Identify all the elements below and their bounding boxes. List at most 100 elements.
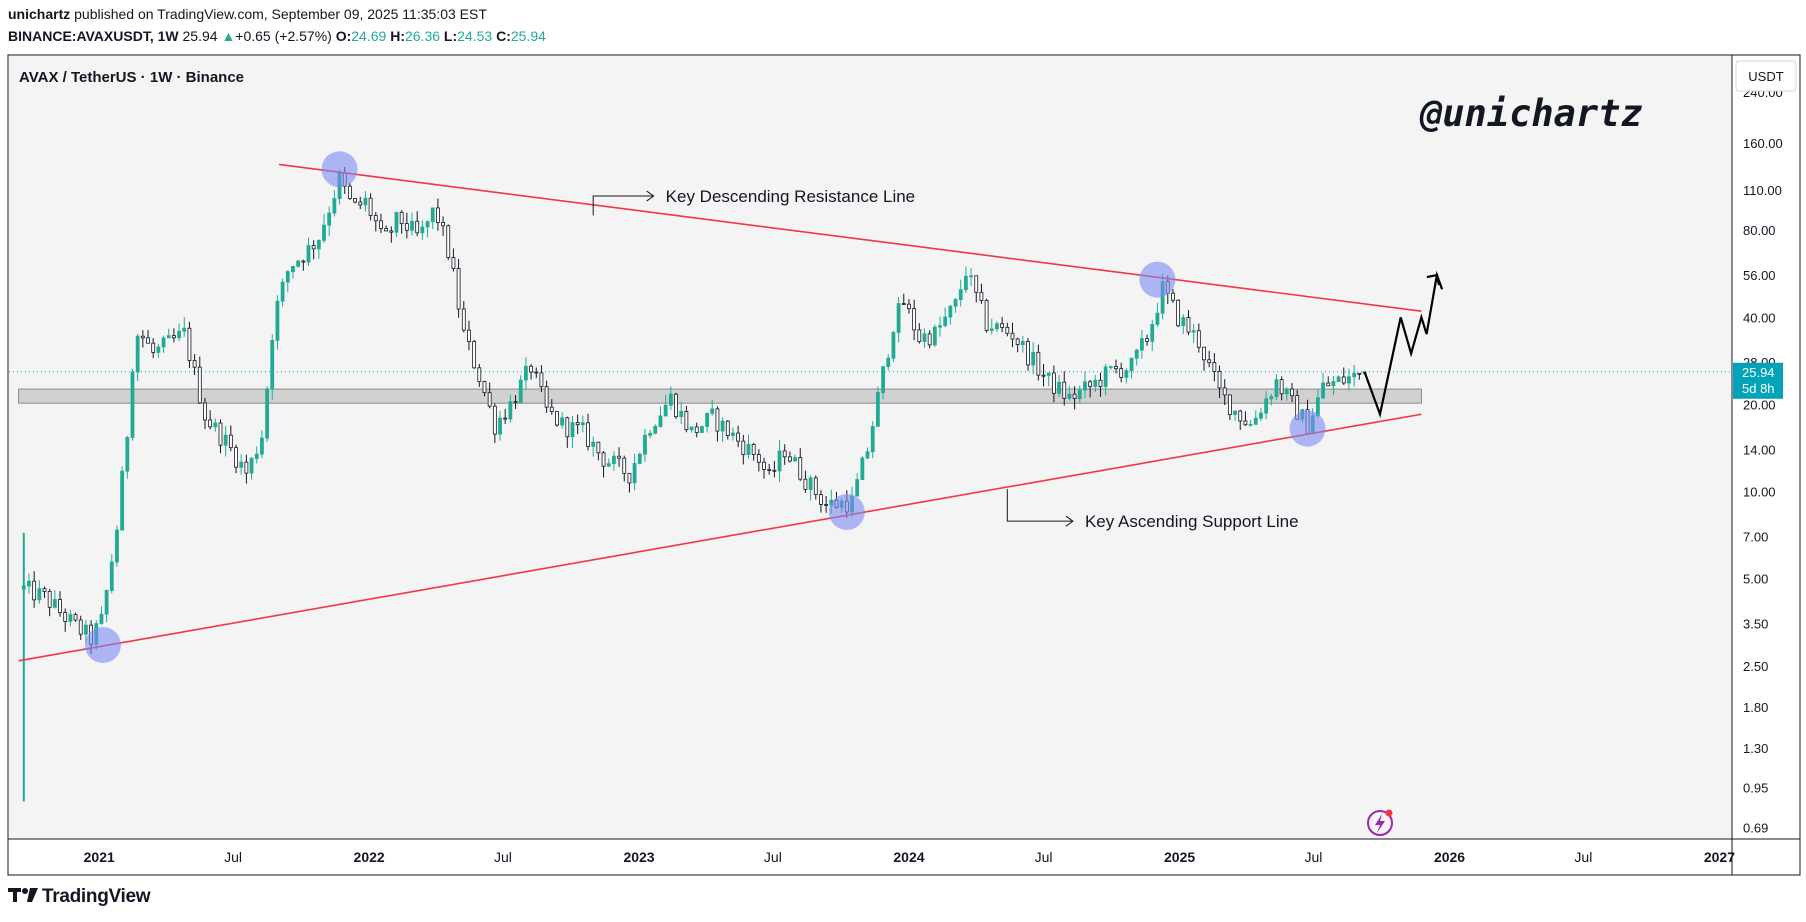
ohlc-legend: BINANCE:AVAXUSDT, 1W 25.94 ▲+0.65 (+2.57… <box>8 28 546 44</box>
candle-body <box>1000 323 1005 328</box>
candle <box>627 472 632 493</box>
candle-body <box>891 332 896 359</box>
candle-body <box>777 450 782 472</box>
y-tick-label: 2.50 <box>1743 659 1768 674</box>
candle <box>161 335 166 353</box>
candle <box>1233 410 1237 421</box>
candle-body <box>855 479 860 497</box>
candle-body <box>1357 372 1362 375</box>
candle <box>720 417 725 442</box>
candle <box>348 183 352 200</box>
candle-body <box>1191 330 1196 333</box>
candle <box>731 427 735 441</box>
candle-body <box>1290 388 1294 397</box>
candle <box>689 426 694 433</box>
candle <box>332 190 337 217</box>
candle-body <box>699 426 704 433</box>
candle-body <box>451 257 456 269</box>
tradingview-logo[interactable]: TradingView <box>8 886 151 908</box>
candle <box>78 615 83 640</box>
candle <box>787 451 792 463</box>
candle <box>1347 368 1351 391</box>
candle-body <box>482 381 487 394</box>
candle-body <box>896 303 901 333</box>
candle <box>1062 371 1067 406</box>
projection-arrowhead <box>1426 273 1441 286</box>
candle-body <box>1103 366 1108 387</box>
author-name[interactable]: unichartz <box>8 6 71 22</box>
candle <box>772 460 777 478</box>
candle-body <box>1222 387 1227 396</box>
candle <box>265 386 269 442</box>
candle <box>327 206 332 237</box>
candle <box>177 323 181 341</box>
candle-body <box>285 271 290 283</box>
candle <box>591 436 596 457</box>
candle <box>958 279 963 307</box>
candle <box>922 328 927 348</box>
candle-body <box>1088 381 1093 387</box>
candle <box>430 207 435 229</box>
candle-body <box>508 401 513 420</box>
candle <box>927 330 932 349</box>
watermark: @unichartz <box>1419 92 1643 135</box>
currency-badge[interactable] <box>1735 60 1797 92</box>
candle-body <box>187 327 192 361</box>
candle-body <box>1171 292 1175 301</box>
candle-body <box>1217 371 1222 389</box>
candle <box>1155 302 1160 328</box>
candle-body <box>731 432 735 436</box>
candle-body <box>922 333 927 342</box>
candle-body <box>803 478 808 490</box>
candle <box>663 394 668 417</box>
candle <box>865 447 870 460</box>
candle <box>503 408 508 424</box>
y-tick-label: 80.00 <box>1743 223 1776 238</box>
candle <box>793 454 797 462</box>
candle-body <box>1139 338 1144 351</box>
candle <box>1129 357 1134 379</box>
candle-body <box>627 472 632 484</box>
candle <box>529 364 533 380</box>
candle-body <box>389 230 394 233</box>
open-value: 24.69 <box>351 28 387 44</box>
candle <box>1098 372 1103 397</box>
low-value: 24.53 <box>457 28 493 44</box>
candle <box>425 220 430 238</box>
candle-body <box>989 328 994 331</box>
candle-body <box>927 333 932 346</box>
candle-body <box>1233 410 1237 415</box>
candle <box>622 455 627 482</box>
candle-body <box>1196 330 1201 348</box>
candle <box>1191 324 1196 343</box>
candle <box>907 299 911 314</box>
candle-body <box>575 422 580 426</box>
y-tick-label: 110.00 <box>1743 183 1782 198</box>
y-tick-label: 10.00 <box>1743 485 1776 500</box>
candle-body <box>477 367 482 382</box>
candle <box>223 426 228 457</box>
candle <box>1212 353 1217 382</box>
candle <box>1321 372 1325 400</box>
lightning-icon[interactable] <box>1367 809 1393 836</box>
candle <box>674 392 678 419</box>
candle-body <box>487 392 492 407</box>
candle-body <box>379 220 383 229</box>
candle-body <box>37 588 42 601</box>
candle <box>451 248 456 272</box>
candle <box>1284 387 1289 401</box>
candle-body <box>410 220 414 231</box>
candle-body <box>1119 368 1124 378</box>
support-zone <box>18 388 1422 404</box>
candle-body <box>47 591 52 608</box>
candle <box>1243 411 1248 426</box>
candle-body <box>808 477 813 490</box>
candle <box>1227 394 1232 420</box>
candle-body <box>637 453 642 464</box>
candle-body <box>301 260 306 263</box>
candle-body <box>979 291 984 301</box>
plot-area[interactable] <box>9 56 1732 839</box>
candle <box>270 334 275 400</box>
candle <box>436 198 440 231</box>
